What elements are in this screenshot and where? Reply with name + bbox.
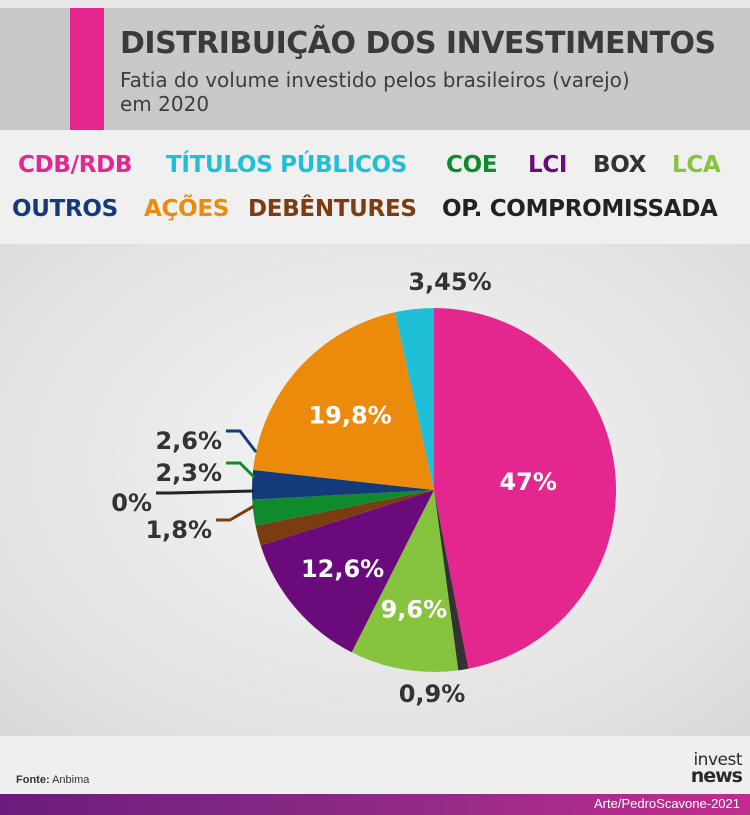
data-label-outros: 2,6% xyxy=(155,427,222,455)
data-label-lci: 12,6% xyxy=(301,555,384,583)
chart-area: 47% 0,9% 9,6% 12,6% 1,8% 0% 2,3% 2,6% 19,8% 3,45% xyxy=(0,244,750,736)
legend-item-cdb-rdb: CDB/RDB xyxy=(18,152,133,178)
logo-bottom-text: news xyxy=(690,765,743,787)
pie-slice-acoes xyxy=(253,312,434,490)
pie-chart: 47% 0,9% 9,6% 12,6% 1,8%0%2,3% 2,6% 19,8% 3,45% xyxy=(111,268,617,708)
leader-line-outros xyxy=(226,429,258,453)
legend-item-lca: LCA xyxy=(672,152,721,178)
leader-line-debentures xyxy=(216,504,255,522)
pie-slice-coe xyxy=(252,490,434,526)
pie-slice-lca xyxy=(351,490,459,672)
legend-item-acoes: AÇÕES xyxy=(144,196,230,222)
data-label-lca: 9,6% xyxy=(381,595,448,623)
legend-item-coe: COE xyxy=(446,152,498,178)
logo-top-text: invest xyxy=(693,750,742,770)
chart-title: DISTRIBUIÇÃO DOS INVESTIMENTOS xyxy=(120,26,716,61)
pie-slice-cdb-rdb xyxy=(434,308,617,669)
credit-bar: Arte/PedroScavone-2021 xyxy=(0,794,750,815)
legend-item-titulos-publicos: TÍTULOS PÚBLICOS xyxy=(166,152,408,178)
source-label: Fonte: xyxy=(16,774,50,786)
leader-line-coe xyxy=(226,461,256,479)
data-label-acoes: 19,8% xyxy=(308,402,391,430)
investnews-logo: invest news xyxy=(690,750,743,787)
legend-item-box: BOX xyxy=(593,152,647,178)
data-label-debentures: 1,8% xyxy=(145,516,212,544)
legend-item-op-compromissada: OP. COMPROMISSADA xyxy=(442,196,718,222)
data-label-op-compromissada: 0% xyxy=(111,489,152,517)
header-accent-bar xyxy=(70,8,104,130)
legend: CDB/RDB TÍTULOS PÚBLICOS COE LCI BOX LCA… xyxy=(0,130,750,244)
credit-text: Arte/PedroScavone-2021 xyxy=(594,796,740,811)
data-label-box: 0,9% xyxy=(399,680,466,708)
header: DISTRIBUIÇÃO DOS INVESTIMENTOS Fatia do … xyxy=(0,8,750,130)
footer: Fonte: Anbima invest news xyxy=(0,736,750,794)
legend-item-outros: OUTROS xyxy=(12,196,118,222)
data-label-coe: 2,3% xyxy=(155,459,222,487)
leader-line-op-compromissada xyxy=(156,489,255,495)
pie-slice-debentures xyxy=(255,490,434,546)
chart-subtitle: Fatia do volume investido pelos brasilei… xyxy=(120,68,630,116)
data-label-titulos-publicos: 3,45% xyxy=(408,268,491,296)
pie-slice-lci xyxy=(260,490,434,653)
data-label-cdb-rdb: 47% xyxy=(499,468,556,496)
legend-item-debentures: DEBÊNTURES xyxy=(248,196,417,222)
source-note: Fonte: Anbima xyxy=(16,774,89,786)
pie-slice-outros xyxy=(251,469,434,500)
pie-slice-box xyxy=(434,490,469,671)
pie-slice-titulos-publicos xyxy=(394,308,434,490)
legend-item-lci: LCI xyxy=(528,152,568,178)
source-value: Anbima xyxy=(52,774,90,786)
